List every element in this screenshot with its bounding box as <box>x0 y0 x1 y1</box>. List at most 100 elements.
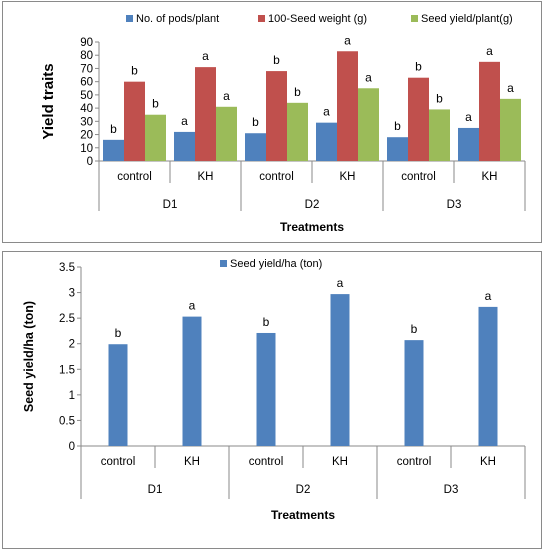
bar-significance-label: a <box>486 44 493 58</box>
bar-series-0-2 <box>256 332 276 446</box>
bar-significance-label: a <box>485 289 492 303</box>
bar-series-1-2 <box>266 71 287 161</box>
bar-series-0-4 <box>404 340 424 446</box>
bar-significance-label: b <box>415 60 422 74</box>
x-group-label: D2 <box>296 484 311 496</box>
bar-significance-label: b <box>252 115 259 129</box>
y-axis-title: Seed yield/ha (ton) <box>22 301 36 412</box>
y-tick-label: 10 <box>80 143 93 155</box>
x-group-label: D1 <box>148 484 163 496</box>
bar-significance-label: b <box>263 315 270 329</box>
x-category-label: control <box>259 171 294 183</box>
bar-series-2-1 <box>216 106 237 161</box>
bar-series-1-0 <box>124 81 145 161</box>
y-tick-label: 30 <box>80 116 93 128</box>
y-tick-label: 0 <box>69 441 75 453</box>
x-category-label: control <box>249 456 284 468</box>
legend-label-2: Seed yield/plant(g) <box>421 13 513 25</box>
bar-series-2-5 <box>500 98 521 161</box>
legend-swatch-2 <box>411 15 418 22</box>
bar-significance-label: b <box>273 53 280 67</box>
x-category-label: KH <box>482 171 498 183</box>
bar-series-0-3 <box>316 122 337 161</box>
chart-seed-yield-ha: Seed yield/ha (ton) 0 0.5 1 1.5 2 2.5 3 3.5 Seed … <box>22 258 526 522</box>
bar-significance-label: b <box>411 322 418 336</box>
y-tick-label: 2.5 <box>59 313 75 325</box>
legend-label-0: No. of pods/plant <box>136 13 219 25</box>
bar-series-1-4 <box>408 77 429 161</box>
bar-series-1-5 <box>479 61 500 162</box>
x-category-label: KH <box>340 171 356 183</box>
x-category-label: control <box>397 456 432 468</box>
bar-series-2-0 <box>145 114 166 161</box>
y-tick-label: 0.5 <box>59 415 75 427</box>
x-category-label: KH <box>480 456 496 468</box>
bar-series-2-4 <box>429 109 450 161</box>
chart-yield-traits: No. of pods/plant 100-Seed weight (g) Seed… <box>40 13 526 234</box>
bar-significance-label: b <box>152 97 159 111</box>
chart-panel-yield-traits: No. of pods/plant 100-Seed weight (g) Seed… <box>2 1 542 243</box>
bar-series-2-2 <box>287 102 308 161</box>
bar-significance-label: a <box>344 33 351 47</box>
bar-significance-label: a <box>337 276 344 290</box>
bar-series-0-5 <box>458 127 479 161</box>
bar-series-1-1 <box>195 67 216 161</box>
y-tick-label: 0 <box>87 156 93 168</box>
x-category-label: control <box>117 171 152 183</box>
y-tick-label: 70 <box>80 63 93 75</box>
bar-series-0-3 <box>330 294 350 446</box>
y-tick-label: 90 <box>80 37 93 49</box>
y-tick-label: 3.5 <box>59 262 75 274</box>
y-tick-label: 1 <box>69 390 75 402</box>
legend-swatch-0 <box>220 260 227 267</box>
x-axis-title: Treatments <box>280 220 344 234</box>
bar-significance-label: a <box>189 299 196 313</box>
y-tick-label: 1.5 <box>59 364 75 376</box>
bar-significance-label: b <box>294 85 301 99</box>
x-group-label: D2 <box>305 199 320 211</box>
bar-significance-label: a <box>181 114 188 128</box>
x-category-label: KH <box>198 171 214 183</box>
bar-significance-label: a <box>365 70 372 84</box>
bar-significance-label: b <box>436 91 443 105</box>
bar-significance-label: a <box>507 81 514 95</box>
x-group-label: D3 <box>444 484 459 496</box>
bar-significance-label: b <box>131 64 138 78</box>
y-tick-label: 2 <box>69 339 75 351</box>
bar-series-0-1 <box>182 316 202 446</box>
x-group-label: D1 <box>163 199 178 211</box>
bar-series-0-0 <box>103 139 124 161</box>
y-tick-label: 20 <box>80 130 93 142</box>
bar-series-0-4 <box>387 137 408 161</box>
bar-significance-label: b <box>115 326 122 340</box>
chart-panel-seed-yield-ha: Seed yield/ha (ton) 0 0.5 1 1.5 2 2.5 3 3.5 Seed … <box>2 251 542 549</box>
bar-significance-label: b <box>394 119 401 133</box>
y-tick-label: 60 <box>80 77 93 89</box>
bar-significance-label: a <box>202 49 209 63</box>
y-axis-title: Yield traits <box>40 63 57 139</box>
x-axis-title: Treatments <box>271 508 335 522</box>
bar-series-0-0 <box>108 344 128 446</box>
bar-significance-label: a <box>465 110 472 124</box>
y-tick-label: 50 <box>80 90 93 102</box>
legend-swatch-1 <box>258 15 265 22</box>
bar-significance-label: b <box>110 122 117 136</box>
y-tick-label: 40 <box>80 103 93 115</box>
x-category-label: KH <box>184 456 200 468</box>
x-category-label: control <box>401 171 436 183</box>
y-tick-label: 80 <box>80 50 93 62</box>
y-tick-label: 3 <box>69 288 75 300</box>
legend-swatch-0 <box>126 15 133 22</box>
bar-significance-label: a <box>323 105 330 119</box>
x-group-label: D3 <box>447 199 462 211</box>
bar-series-0-5 <box>478 306 498 446</box>
bar-significance-label: a <box>223 89 230 103</box>
x-category-label: control <box>101 456 136 468</box>
bar-series-2-3 <box>358 88 379 161</box>
bar-series-0-2 <box>245 133 266 161</box>
bar-series-1-3 <box>337 51 358 161</box>
bar-series-0-1 <box>174 131 195 161</box>
legend-label-0: Seed yield/ha (ton) <box>230 258 322 270</box>
legend-label-1: 100-Seed weight (g) <box>268 13 367 25</box>
x-category-label: KH <box>332 456 348 468</box>
